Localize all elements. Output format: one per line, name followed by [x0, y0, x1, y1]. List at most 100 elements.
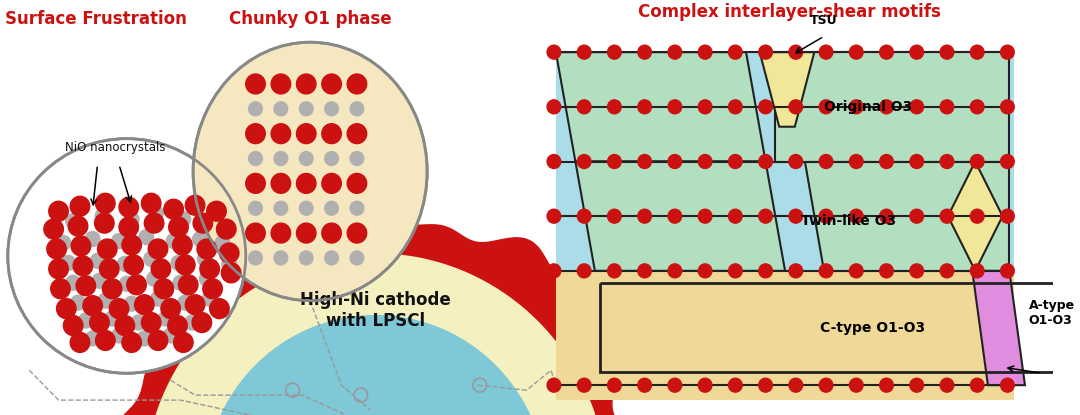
Text: NiO nanocrystals: NiO nanocrystals — [65, 141, 165, 154]
Circle shape — [548, 378, 561, 392]
Circle shape — [90, 312, 109, 332]
Circle shape — [137, 331, 151, 346]
Circle shape — [548, 154, 561, 168]
Circle shape — [151, 259, 171, 279]
Circle shape — [167, 315, 187, 335]
Circle shape — [271, 124, 291, 144]
Circle shape — [299, 251, 313, 265]
Circle shape — [206, 201, 226, 221]
Circle shape — [124, 255, 144, 275]
Circle shape — [850, 154, 863, 168]
Circle shape — [669, 209, 681, 223]
Circle shape — [638, 209, 651, 223]
Text: A-type
O1-O3: A-type O1-O3 — [1029, 299, 1075, 327]
Circle shape — [299, 151, 313, 166]
Circle shape — [135, 295, 154, 315]
Circle shape — [297, 74, 316, 94]
Circle shape — [578, 378, 591, 392]
Circle shape — [820, 264, 833, 278]
Circle shape — [850, 378, 863, 392]
Circle shape — [608, 154, 621, 168]
Circle shape — [109, 299, 129, 319]
Polygon shape — [556, 52, 766, 161]
Text: Chunky O1 phase: Chunky O1 phase — [229, 10, 391, 28]
Circle shape — [173, 235, 192, 255]
Circle shape — [171, 256, 186, 270]
Polygon shape — [972, 271, 1025, 385]
Circle shape — [940, 45, 954, 59]
Circle shape — [322, 173, 341, 193]
Circle shape — [970, 100, 984, 114]
Circle shape — [350, 201, 364, 215]
Bar — [556, 271, 1014, 400]
Bar — [556, 52, 1014, 271]
Circle shape — [297, 223, 316, 243]
Circle shape — [299, 201, 313, 215]
Circle shape — [548, 264, 561, 278]
Circle shape — [126, 275, 146, 295]
Circle shape — [297, 124, 316, 144]
Circle shape — [46, 239, 66, 259]
Circle shape — [166, 234, 181, 249]
Circle shape — [548, 100, 561, 114]
Circle shape — [248, 251, 262, 265]
Polygon shape — [112, 222, 650, 415]
Circle shape — [154, 279, 174, 299]
Circle shape — [124, 296, 139, 311]
Circle shape — [669, 154, 681, 168]
Circle shape — [789, 264, 802, 278]
Circle shape — [820, 45, 833, 59]
Circle shape — [221, 263, 241, 283]
Polygon shape — [948, 161, 1002, 271]
Circle shape — [350, 102, 364, 116]
Circle shape — [246, 173, 266, 193]
Circle shape — [789, 154, 802, 168]
Text: Twin-like O3: Twin-like O3 — [801, 214, 896, 228]
Circle shape — [669, 45, 681, 59]
Circle shape — [699, 100, 712, 114]
Circle shape — [274, 102, 287, 116]
Circle shape — [83, 296, 103, 315]
Circle shape — [1000, 45, 1014, 59]
Circle shape — [699, 45, 712, 59]
Circle shape — [322, 74, 341, 94]
Circle shape — [578, 45, 591, 59]
Circle shape — [99, 259, 119, 279]
Circle shape — [759, 264, 772, 278]
Circle shape — [148, 239, 167, 259]
Circle shape — [909, 100, 923, 114]
Circle shape — [879, 378, 893, 392]
Circle shape — [789, 45, 802, 59]
Circle shape — [909, 154, 923, 168]
Circle shape — [729, 154, 742, 168]
Circle shape — [699, 209, 712, 223]
Circle shape — [246, 74, 266, 94]
Circle shape — [76, 276, 95, 296]
Circle shape — [193, 213, 213, 233]
Circle shape — [274, 201, 287, 215]
Circle shape — [173, 275, 188, 290]
Circle shape — [246, 223, 266, 243]
Circle shape — [192, 312, 212, 332]
Circle shape — [274, 251, 287, 265]
Circle shape — [299, 102, 313, 116]
Circle shape — [66, 275, 80, 290]
Circle shape — [669, 100, 681, 114]
Circle shape — [789, 378, 802, 392]
Circle shape — [95, 330, 116, 350]
Circle shape — [248, 102, 262, 116]
Circle shape — [274, 151, 287, 166]
Circle shape — [322, 223, 341, 243]
Circle shape — [699, 264, 712, 278]
Circle shape — [159, 311, 173, 326]
Circle shape — [850, 100, 863, 114]
Circle shape — [122, 332, 141, 352]
Circle shape — [60, 256, 76, 270]
Circle shape — [95, 193, 116, 213]
Circle shape — [909, 378, 923, 392]
Circle shape — [297, 173, 316, 193]
Circle shape — [116, 315, 135, 335]
Circle shape — [97, 239, 117, 259]
Circle shape — [176, 212, 191, 227]
Circle shape — [163, 328, 178, 343]
